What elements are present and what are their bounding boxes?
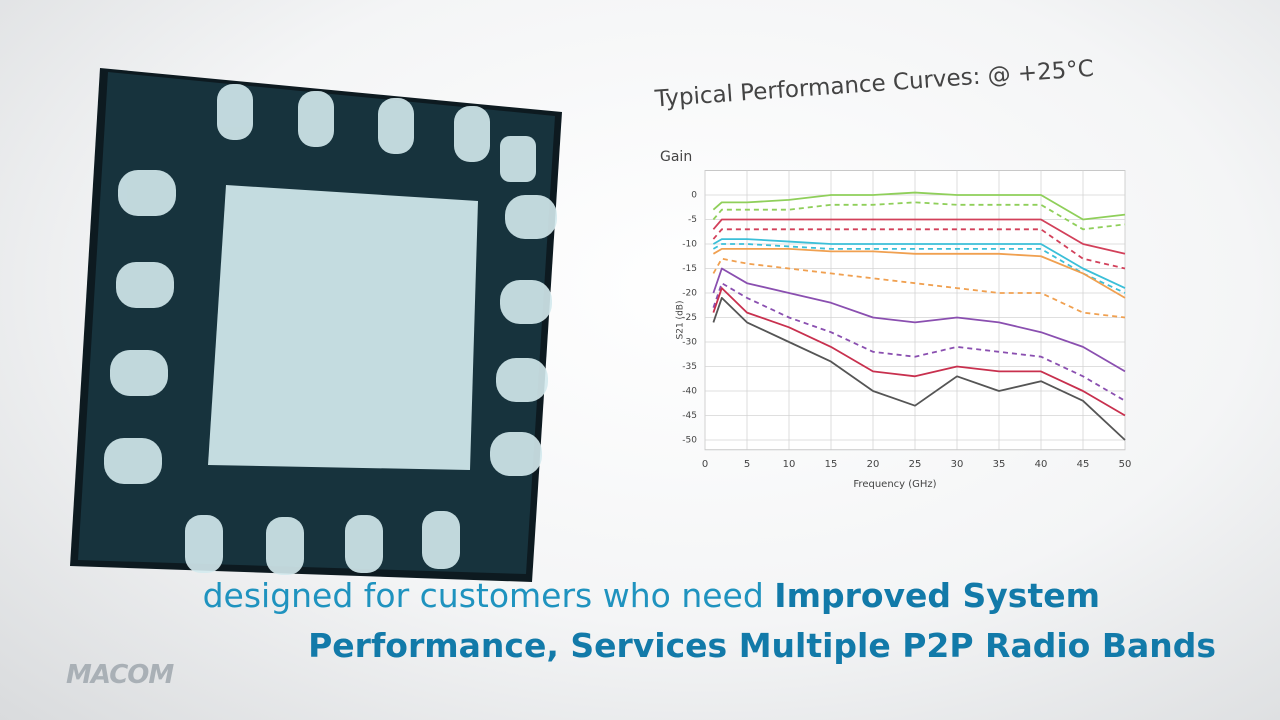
caption-intro: designed for customers who need: [202, 576, 764, 615]
series-line: [712, 218, 1126, 255]
series-line: [712, 257, 1126, 319]
caption-highlight: Performance, Services Multiple P2P Radio…: [308, 626, 1216, 665]
y-tick-label: -30: [682, 338, 697, 348]
series-line: [712, 238, 1126, 289]
chart-subtitle: Gain: [660, 149, 692, 165]
y-tick-label: -45: [682, 411, 697, 421]
y-tick-label: -10: [682, 240, 697, 250]
series-line: [712, 287, 1126, 417]
chart-title: Typical Performance Curves: @ +25°C: [653, 56, 1095, 113]
series-line: [712, 248, 1126, 299]
series-line: [712, 267, 1126, 373]
y-tick-label: -15: [682, 264, 697, 274]
x-tick-label: 0: [702, 459, 708, 470]
x-tick-label: 25: [909, 459, 922, 470]
x-tick-label: 45: [1077, 459, 1090, 470]
series-line: [712, 243, 1126, 294]
x-tick-label: 20: [867, 459, 880, 470]
y-axis-label: S21 (dB): [676, 301, 686, 340]
y-tick-label: -40: [682, 387, 697, 397]
y-tick-label: -50: [682, 436, 697, 446]
x-tick-label: 50: [1119, 459, 1132, 470]
pads: [104, 84, 557, 575]
logo: MACOM: [66, 660, 174, 690]
y-tick-label: -25: [682, 313, 697, 323]
chip: [70, 68, 562, 582]
x-axis-label: Frequency (GHz): [853, 479, 936, 490]
chart: Typical Performance Curves: @ +25°C Gain…: [653, 56, 1131, 490]
center-pad: [208, 185, 478, 470]
x-tick-label: 5: [744, 459, 750, 470]
caption-line-1: designed for customers who need Improved…: [203, 576, 1100, 615]
series-line: [712, 191, 1126, 221]
x-tick-label: 35: [993, 459, 1006, 470]
y-tick-label: -35: [682, 362, 697, 372]
y-tick-label: 0: [691, 191, 697, 201]
caption-highlight: Improved System: [774, 576, 1100, 615]
series-line: [712, 282, 1126, 402]
x-tick-label: 15: [825, 459, 838, 470]
caption-line-2: Performance, Services Multiple P2P Radio…: [308, 626, 1216, 665]
y-tick-label: -5: [688, 215, 697, 225]
x-tick-label: 40: [1035, 459, 1048, 470]
series-line: [712, 297, 1126, 441]
x-tick-label: 30: [951, 459, 964, 470]
y-tick-label: -20: [682, 289, 697, 299]
x-tick-label: 10: [783, 459, 796, 470]
